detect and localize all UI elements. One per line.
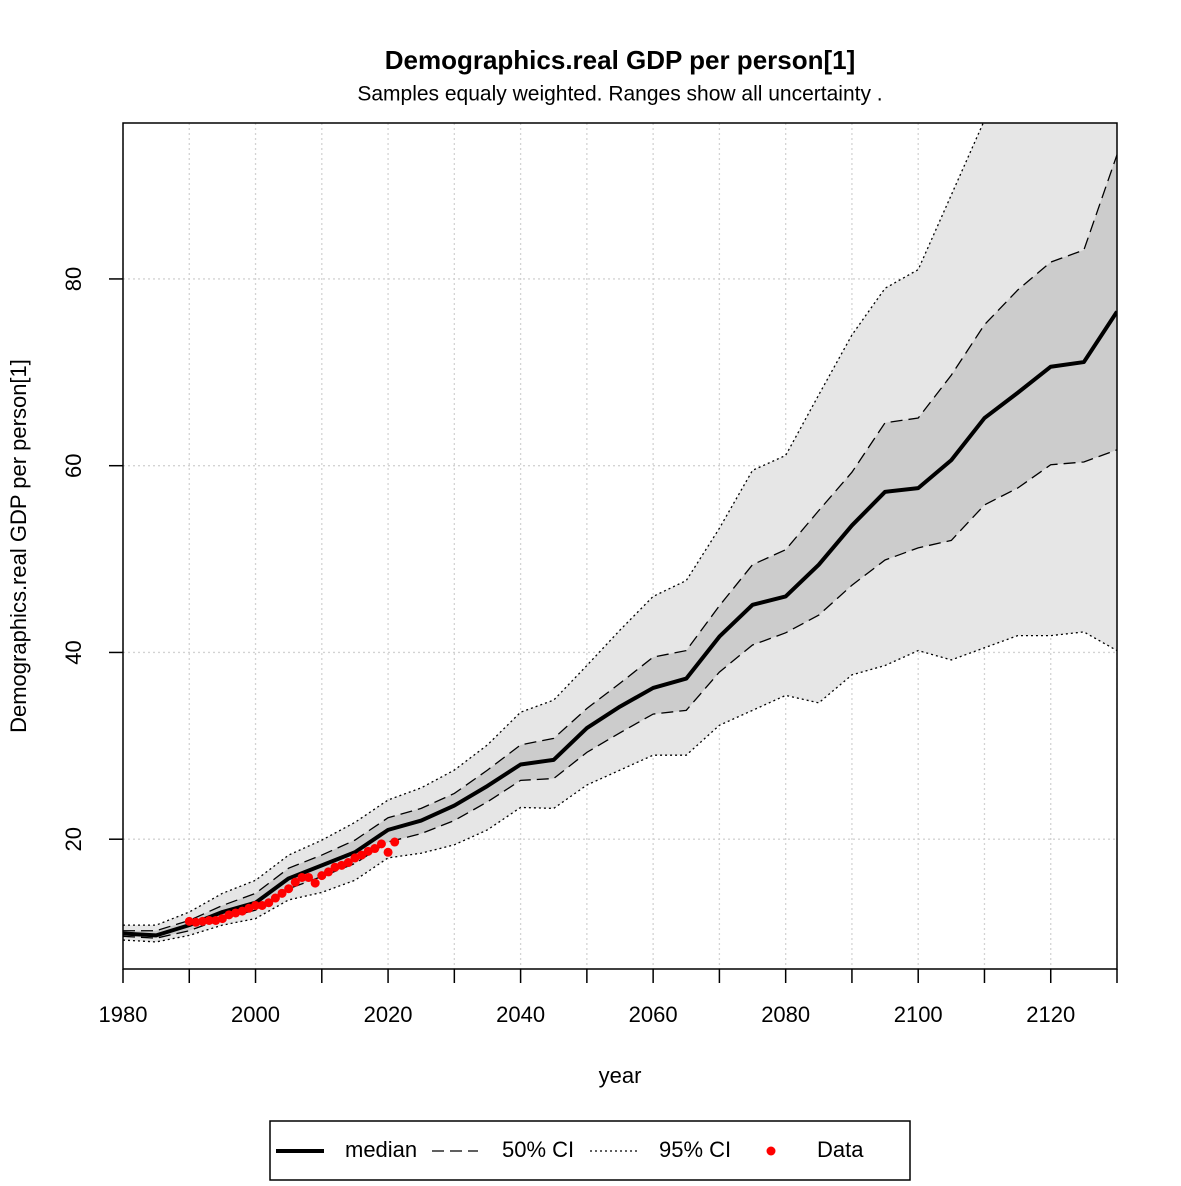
y-tick-label: 60 [61,453,86,477]
data-point [251,901,261,911]
plot-frame [122,122,1118,970]
legend-swatch [766,1146,776,1156]
data-point [290,877,300,887]
data-point [184,916,194,926]
y-tick-label: 20 [61,827,86,851]
data-point [383,847,393,857]
x-tick-label: 2040 [496,1002,545,1027]
x-tick-label: 2120 [1026,1002,1075,1027]
x-axis-label: year [599,1063,642,1088]
chart-subtitle: Samples equaly weighted. Ranges show all… [357,83,882,106]
interval-line [123,631,1117,943]
data-point [270,893,280,903]
data-point [323,867,333,877]
data-point [370,844,380,854]
x-tick-label: 2060 [629,1002,678,1027]
data-point [277,888,287,898]
x-tick-label: 2100 [894,1002,943,1027]
data-point [297,872,307,882]
data-point [310,878,320,888]
data-point [264,898,274,908]
interval-line [123,123,984,926]
y-axis-label: Demographics.real GDP per person[1] [6,359,31,733]
data-point [343,858,353,868]
x-tick-label: 2000 [231,1002,280,1027]
interval-line [123,154,1117,932]
y-tick-label: 80 [61,267,86,291]
legend-label: 95% CI [659,1137,731,1162]
data-point [304,872,314,882]
interval-band [123,123,1117,942]
y-tick-label: 40 [61,640,86,664]
legend-label: median [345,1137,417,1162]
data-point [284,884,294,894]
data-point [217,914,227,924]
legend-label: Data [817,1137,864,1162]
data-point [191,917,201,927]
data-point [357,850,367,860]
x-tick-label: 2080 [761,1002,810,1027]
interval-band [123,154,1117,939]
plot-area [123,123,1117,969]
x-tick-label: 1980 [99,1002,148,1027]
legend: median 50% CI 95% CI Data [276,1137,864,1162]
data-point [376,839,386,849]
data-point [204,915,214,925]
interval-line [123,449,1117,939]
chart-title: Demographics.real GDP per person[1] [385,45,856,75]
legend-label: 50% CI [502,1137,574,1162]
x-tick-label: 2020 [364,1002,413,1027]
data-point [317,871,327,881]
median-line [123,310,1117,938]
data-point [198,916,208,926]
data-point [390,837,400,847]
